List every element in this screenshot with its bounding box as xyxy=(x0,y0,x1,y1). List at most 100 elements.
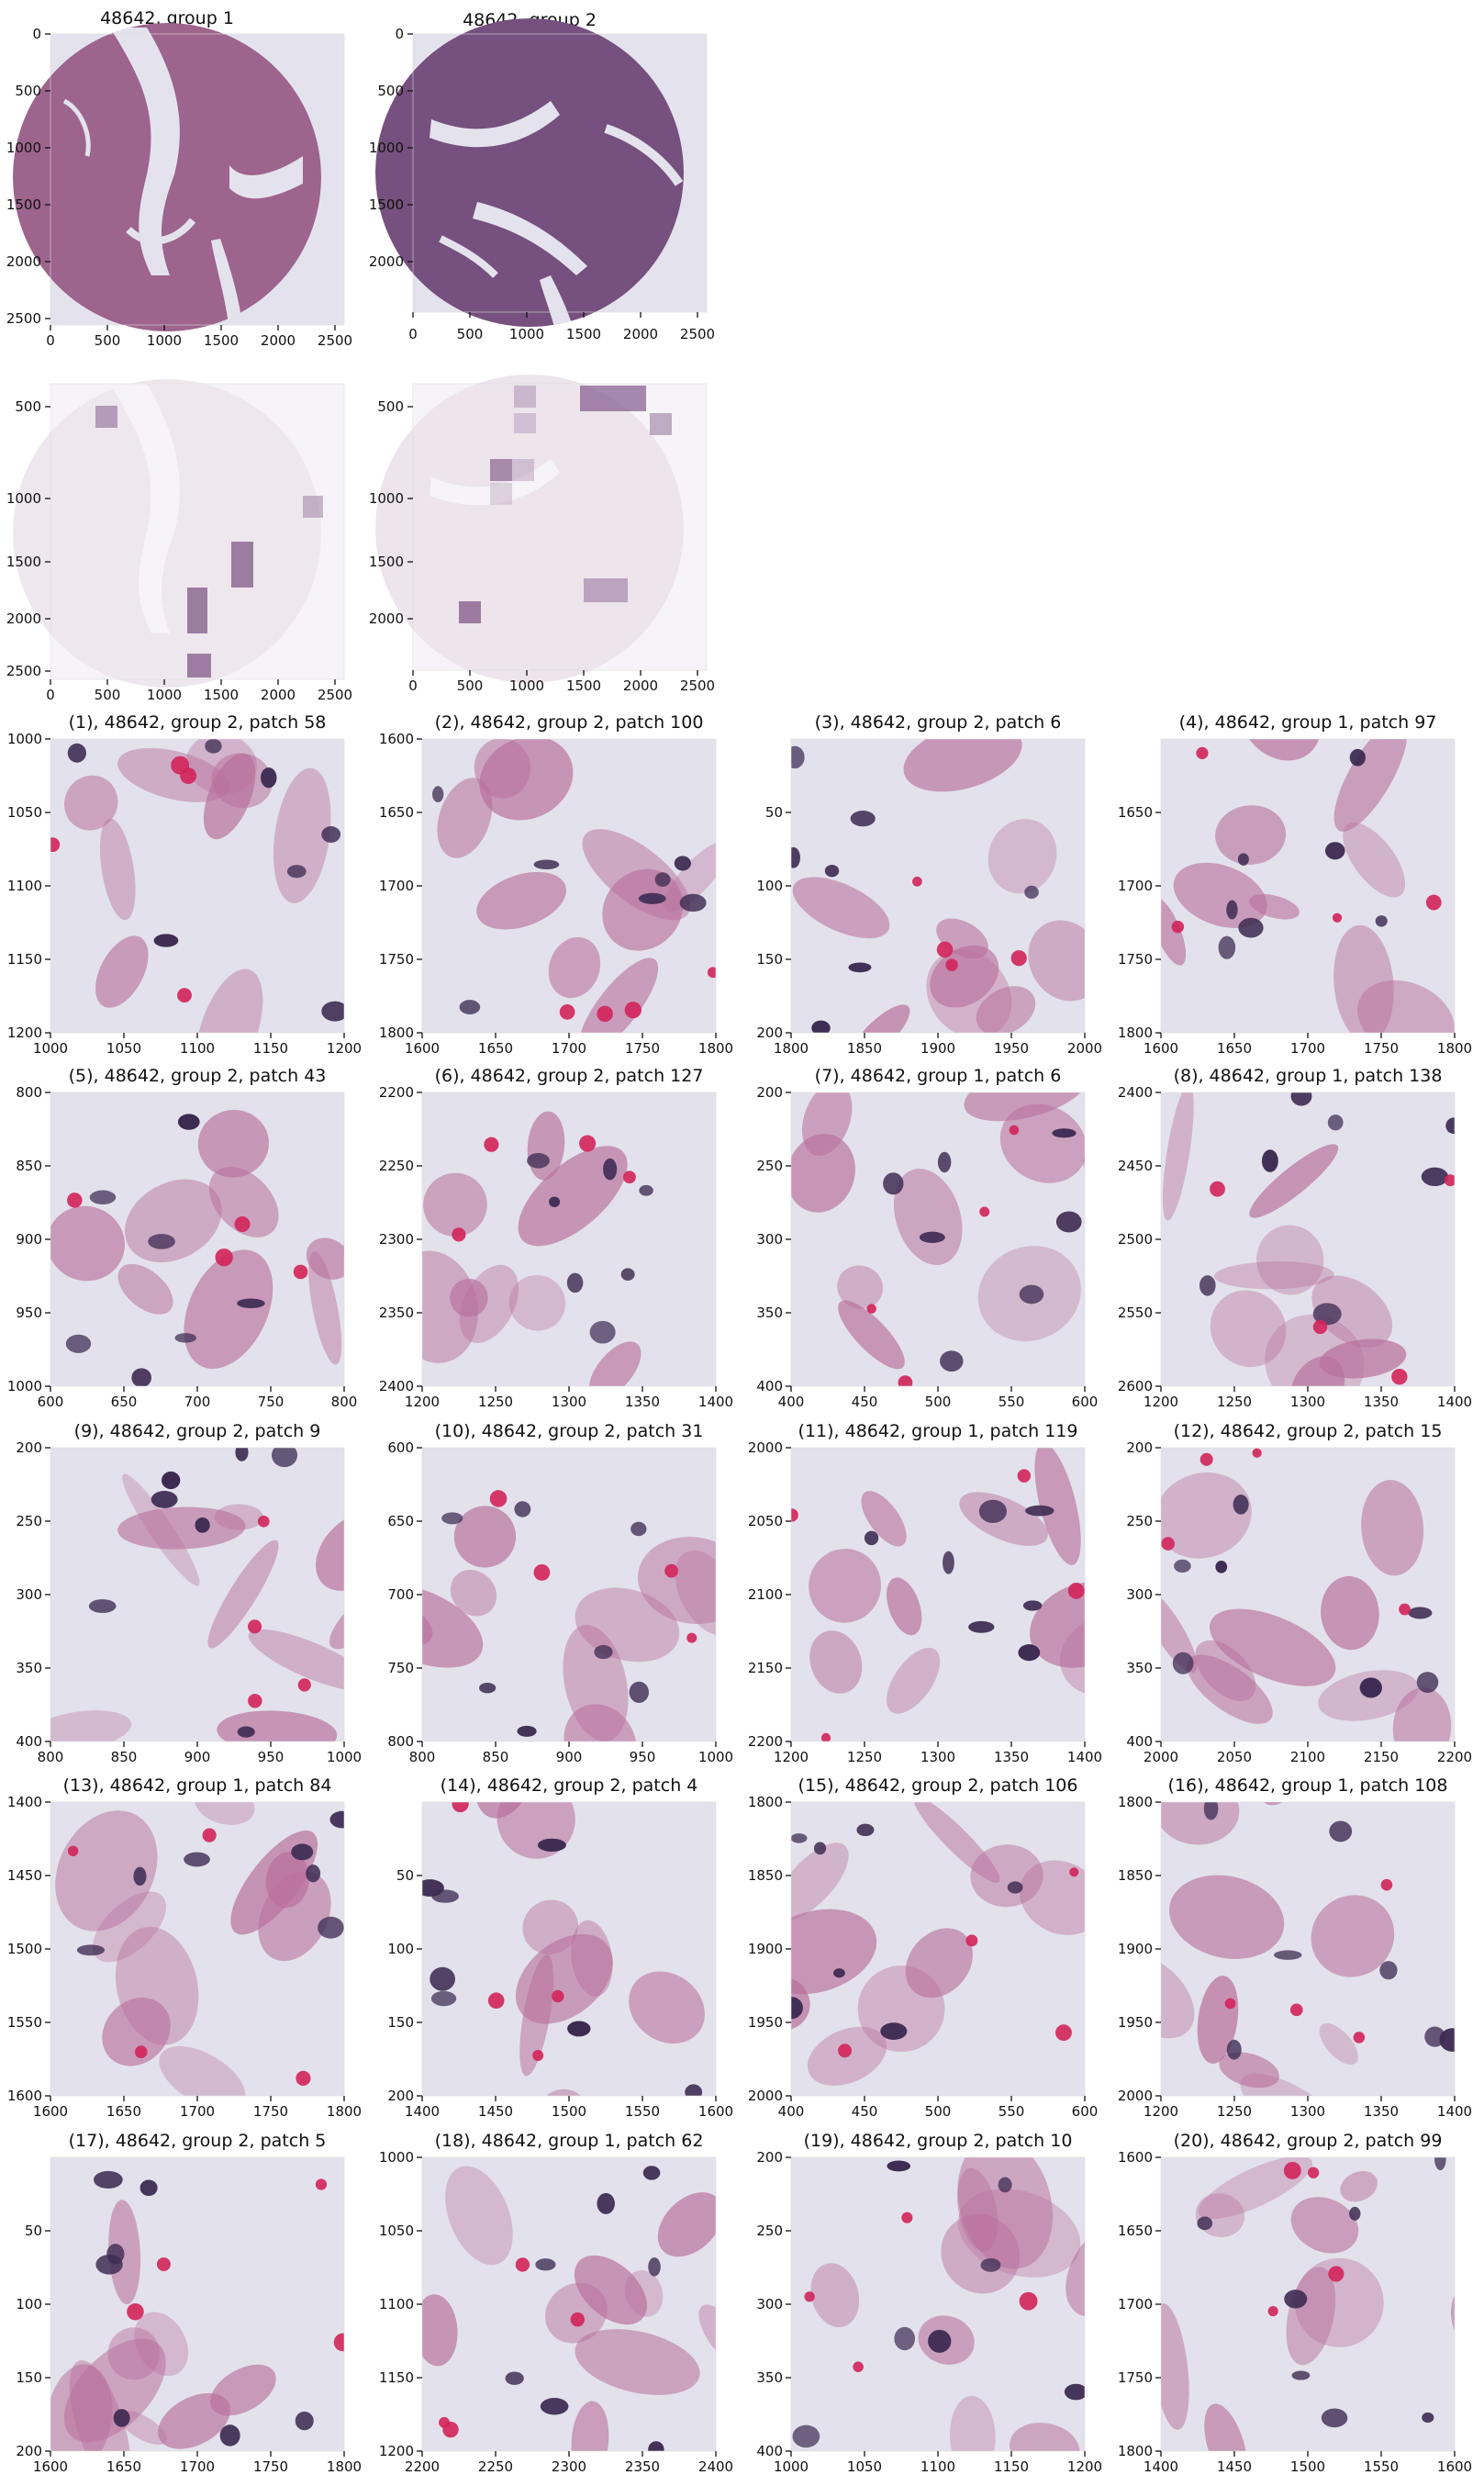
x-tick-label: 1700 xyxy=(180,2458,215,2475)
y-tick-label: 1650 xyxy=(1118,2223,1153,2239)
y-tick-label: 1850 xyxy=(1118,1867,1153,1884)
y-tick-label: 50 xyxy=(765,804,783,821)
y-tick-label: 1000 xyxy=(379,2149,414,2166)
y-ticks: 500 1000 1500 2000 2500 xyxy=(6,398,50,679)
overview-frame xyxy=(50,33,345,326)
y-tick-label: 1850 xyxy=(748,1867,783,1884)
x-tick-label: 1200 xyxy=(774,1749,809,1765)
overview-frame xyxy=(412,33,708,313)
x-tick-label: 1200 xyxy=(1144,2103,1178,2120)
patch-panel: (3), 48642, group 2, patch 6 1800 1850 1900… xyxy=(756,712,1102,1057)
x-tick-label: 1450 xyxy=(478,2103,513,2120)
x-tick-label: 1400 xyxy=(405,2103,440,2120)
y-ticks: 2400 2450 2500 2550 2600 xyxy=(1118,1084,1161,1394)
x-ticks: 2000 2050 2100 2150 2200 xyxy=(1144,1741,1472,1765)
x-tick-label: 900 xyxy=(556,1749,583,1765)
mask-panel-group-1: 0 500 1000 1500 2000 2500 500 1000 1500 … xyxy=(6,379,352,703)
patch-panel: (17), 48642, group 2, patch 5 1600 1650 170… xyxy=(16,2131,362,2475)
y-tick-label: 150 xyxy=(387,2014,414,2031)
x-tick-label: 500 xyxy=(457,677,484,694)
y-tick-label: 2100 xyxy=(748,1586,783,1603)
x-tick-label: 1600 xyxy=(405,1040,440,1057)
y-tick-label: 1800 xyxy=(1118,2443,1153,2459)
y-tick-label: 2400 xyxy=(379,1378,414,1394)
x-tick-label: 1100 xyxy=(180,1040,215,1057)
y-tick-label: 1050 xyxy=(7,804,42,821)
y-tick-label: 200 xyxy=(1126,1439,1153,1456)
x-tick-label: 1150 xyxy=(253,1040,288,1057)
x-tick-label: 1000 xyxy=(698,1749,733,1765)
x-tick-label: 1800 xyxy=(327,2103,362,2120)
y-tick-label: 1100 xyxy=(379,2296,414,2312)
y-tick-label: 1150 xyxy=(379,2369,414,2386)
x-tick-label: 1750 xyxy=(253,2103,288,2120)
patch-title: (5), 48642, group 2, patch 43 xyxy=(69,1066,327,1086)
y-tick-label: 1100 xyxy=(7,878,42,894)
x-tick-label: 1700 xyxy=(1290,1040,1325,1057)
x-tick-label: 2000 xyxy=(1067,1040,1102,1057)
y-tick-label: 2600 xyxy=(1118,1378,1153,1394)
y-ticks: 50 100 150 200 xyxy=(16,2223,50,2459)
patch-title: (15), 48642, group 2, patch 106 xyxy=(798,1775,1078,1796)
y-ticks: 2200 2250 2300 2350 2400 xyxy=(379,1084,422,1394)
x-tick-label: 2000 xyxy=(261,687,296,703)
x-tick-label: 1250 xyxy=(1217,2103,1252,2120)
y-tick-label: 2500 xyxy=(6,663,41,679)
x-tick-label: 1250 xyxy=(1217,1394,1252,1410)
x-tick-label: 1500 xyxy=(1290,2458,1325,2475)
patch-panel: (7), 48642, group 1, patch 6 400 450 500 550… xyxy=(756,1066,1098,1410)
x-tick-label: 1200 xyxy=(405,1394,440,1410)
x-ticks: 0 500 1000 1500 2000 2500 xyxy=(408,312,715,342)
y-tick-label: 1650 xyxy=(379,804,414,821)
x-tick-label: 1400 xyxy=(1144,2458,1178,2475)
y-tick-label: 2050 xyxy=(748,1513,783,1529)
y-tick-label: 350 xyxy=(756,1305,783,1321)
y-tick-label: 250 xyxy=(16,1513,42,1529)
x-ticks: 600 650 700 750 800 xyxy=(38,1386,358,1410)
y-tick-label: 1900 xyxy=(1118,1941,1153,1957)
patch-tissue xyxy=(422,2166,716,2451)
y-tick-label: 300 xyxy=(756,2296,783,2312)
y-tick-label: 100 xyxy=(16,2296,42,2312)
x-tick-label: 1000 xyxy=(147,687,182,703)
y-tick-label: 200 xyxy=(756,2149,783,2166)
x-tick-label: 2100 xyxy=(1290,1749,1325,1765)
x-tick-label: 1000 xyxy=(33,1040,68,1057)
x-tick-label: 1800 xyxy=(774,1040,809,1057)
x-ticks: 2200 2250 2300 2350 2400 xyxy=(405,2451,733,2475)
patch-panel: (10), 48642, group 2, patch 31 800 850 900 9… xyxy=(387,1421,733,1765)
x-tick-label: 900 xyxy=(184,1749,211,1765)
x-tick-label: 800 xyxy=(331,1394,358,1410)
x-tick-label: 600 xyxy=(38,1394,64,1410)
y-tick-label: 1750 xyxy=(1118,951,1153,968)
y-ticks: 200 250 300 350 400 xyxy=(16,1439,50,1750)
y-tick-label: 950 xyxy=(16,1305,42,1321)
y-tick-label: 200 xyxy=(16,1439,42,1456)
x-tick-label: 1900 xyxy=(921,1040,955,1057)
mask-panel-group-2: 0 500 1000 1500 2000 2500 500 1000 1500 … xyxy=(369,375,715,694)
x-tick-label: 800 xyxy=(409,1749,436,1765)
x-tick-label: 1000 xyxy=(327,1749,362,1765)
x-tick-label: 1400 xyxy=(1437,1394,1472,1410)
x-tick-label: 1950 xyxy=(994,1040,1029,1057)
y-tick-label: 800 xyxy=(16,1084,42,1101)
x-ticks: 400 450 500 550 600 xyxy=(778,2096,1098,2120)
y-tick-label: 1000 xyxy=(7,731,42,747)
patch-panel: (5), 48642, group 2, patch 43 600 650 700 75… xyxy=(7,1066,358,1410)
y-tick-label: 400 xyxy=(16,1733,42,1750)
y-tick-label: 350 xyxy=(1126,1660,1153,1676)
x-ticks: 800 850 900 950 1000 xyxy=(38,1741,362,1765)
y-tick-label: 1950 xyxy=(1118,2014,1153,2031)
x-tick-label: 2000 xyxy=(623,677,658,694)
y-ticks: 800 850 900 950 1000 xyxy=(7,1084,50,1394)
x-tick-label: 1800 xyxy=(1437,1040,1472,1057)
patch-title: (1), 48642, group 2, patch 58 xyxy=(69,712,327,733)
y-tick-label: 1500 xyxy=(6,554,41,570)
x-ticks: 1400 1450 1500 1550 1600 xyxy=(405,2096,733,2120)
x-tick-label: 1750 xyxy=(625,1040,660,1057)
y-tick-label: 2350 xyxy=(379,1305,414,1321)
patch-tissue xyxy=(50,2170,344,2451)
x-tick-label: 2300 xyxy=(552,2458,586,2475)
patch-title: (11), 48642, group 1, patch 119 xyxy=(798,1421,1078,1441)
